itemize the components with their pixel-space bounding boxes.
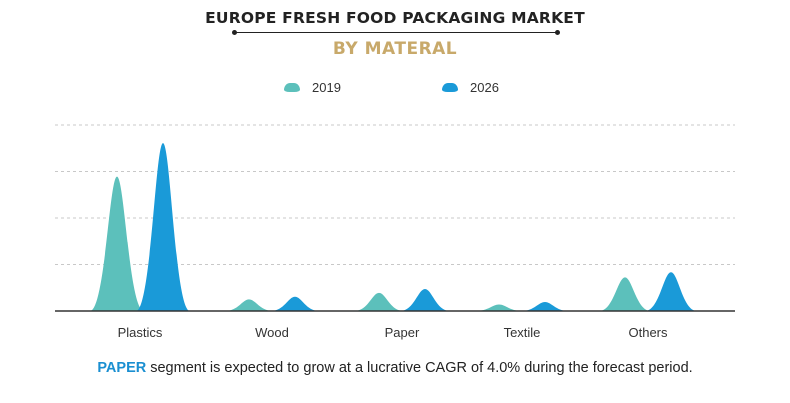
peak-others-2019 bbox=[599, 277, 651, 311]
peak-wood-2026 bbox=[270, 296, 320, 311]
caption-highlight: PAPER bbox=[97, 360, 147, 376]
legend-swatch-2026 bbox=[442, 83, 458, 92]
peak-wood-2019 bbox=[225, 299, 273, 311]
x-tick-label-paper: Paper bbox=[385, 325, 420, 340]
peak-plastics-2026 bbox=[136, 143, 190, 311]
divider-dot-right bbox=[555, 30, 560, 35]
x-axis-labels: Plastics Wood Paper Textile Others bbox=[118, 325, 668, 340]
x-tick-label-others: Others bbox=[628, 325, 668, 340]
peak-paper-2019 bbox=[354, 292, 404, 311]
gridlines bbox=[55, 124, 735, 265]
x-tick-label-wood: Wood bbox=[255, 325, 289, 340]
chart-area: Plastics Wood Paper Textile Others bbox=[55, 124, 735, 340]
legend-item-2019: 2019 bbox=[284, 80, 341, 95]
peak-others-2026 bbox=[645, 272, 697, 311]
peak-paper-2026 bbox=[400, 289, 450, 311]
legend-label-2026: 2026 bbox=[470, 80, 499, 95]
chart-subtitle: BY MATERAL bbox=[332, 39, 458, 59]
title-divider bbox=[232, 30, 560, 35]
legend-item-2026: 2026 bbox=[442, 80, 499, 95]
peak-textile-2019 bbox=[475, 304, 523, 311]
caption: PAPER segment is expected to grow at a l… bbox=[0, 360, 790, 376]
peak-textile-2026 bbox=[521, 301, 569, 311]
x-tick-label-plastics: Plastics bbox=[118, 325, 163, 340]
legend: 2019 2026 bbox=[0, 80, 790, 100]
divider-dot-left bbox=[232, 30, 237, 35]
caption-text: segment is expected to grow at a lucrati… bbox=[146, 360, 693, 376]
chart-marks bbox=[90, 143, 697, 311]
legend-swatch-2019 bbox=[284, 83, 300, 92]
peak-plastics-2019 bbox=[90, 176, 144, 311]
legend-label-2019: 2019 bbox=[312, 80, 341, 95]
x-tick-label-textile: Textile bbox=[504, 325, 541, 340]
chart-title: EUROPE FRESH FOOD PACKAGING MARKET bbox=[205, 9, 585, 27]
